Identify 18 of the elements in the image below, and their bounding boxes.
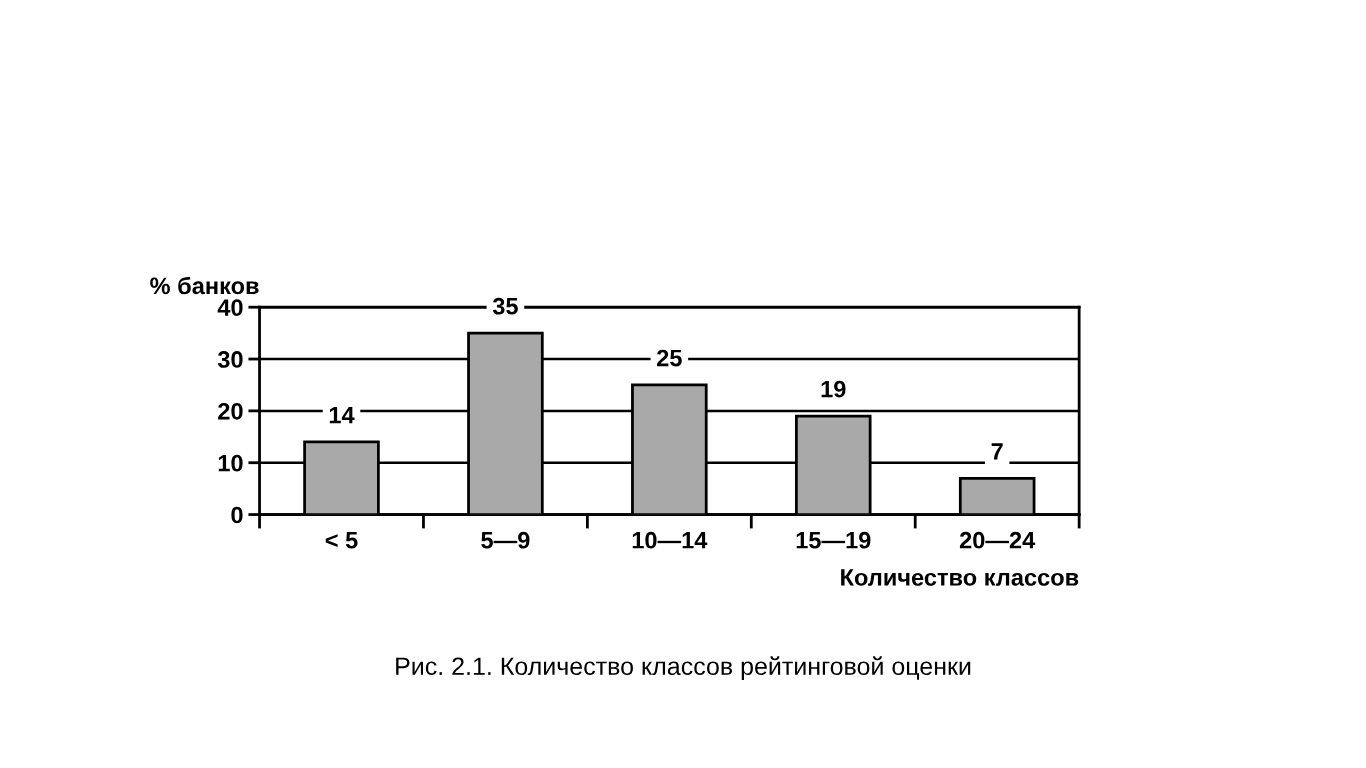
y-tick-label: 0 <box>231 506 243 524</box>
y-tick-label: 30 <box>217 351 243 368</box>
text: Рис. 2.1. Количество классов рейтинговой оценки <box>396 656 971 681</box>
x-tick-label: 20—24 <box>959 531 1036 549</box>
data-label: 25 <box>657 349 682 367</box>
y-tick-label: 10 <box>218 454 243 472</box>
data-label: 14 <box>329 406 355 424</box>
y-axis-title: % банков <box>150 276 259 295</box>
data-label: 19 <box>821 380 846 398</box>
x-tick-label: 5—9 <box>481 531 530 549</box>
x-tick-label: 10—14 <box>632 531 708 549</box>
data-label: 7 <box>991 443 1003 460</box>
x-tick-label: 15—19 <box>796 531 871 549</box>
y-tick-label: 20 <box>218 402 243 420</box>
x-tick-label: < 5 <box>325 532 358 549</box>
data-label: 35 <box>492 297 518 315</box>
x-axis-title: Количество классов <box>841 569 1079 586</box>
y-tick-label: 40 <box>217 299 243 316</box>
